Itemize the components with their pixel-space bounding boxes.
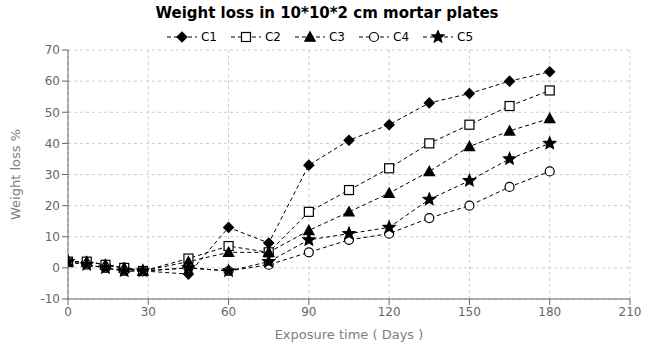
html-text:Weight loss in 10*10*2 cm mort: Weight loss in 10*10*2 cm mortar plates	[155, 4, 499, 22]
html-text:C5: C5	[457, 30, 473, 44]
svg-text:70: 70	[45, 43, 60, 57]
html-text:C2: C2	[265, 30, 281, 44]
svg-text:150: 150	[458, 305, 481, 319]
svg-text:30: 30	[45, 168, 60, 182]
html-text:C1: C1	[201, 30, 217, 44]
svg-text:0: 0	[52, 261, 60, 275]
svg-text:0: 0	[64, 305, 72, 319]
svg-text:120: 120	[378, 305, 401, 319]
svg-text:210: 210	[619, 305, 642, 319]
svg-text:20: 20	[45, 199, 60, 213]
svg-text:10: 10	[45, 230, 60, 244]
svg-text:30: 30	[141, 305, 156, 319]
svg-text:50: 50	[45, 106, 60, 120]
svg-text:Exposure time ( Days ): Exposure time ( Days )	[275, 327, 424, 342]
svg-text:Weight loss %: Weight loss %	[8, 129, 23, 220]
svg-text:180: 180	[538, 305, 561, 319]
svg-text:-10: -10	[40, 292, 60, 306]
svg-text:60: 60	[45, 74, 60, 88]
svg-text:60: 60	[221, 305, 236, 319]
svg-text:90: 90	[301, 305, 316, 319]
html-text:C3: C3	[329, 30, 345, 44]
svg-text:40: 40	[45, 137, 60, 151]
html-text:C4: C4	[393, 30, 409, 44]
